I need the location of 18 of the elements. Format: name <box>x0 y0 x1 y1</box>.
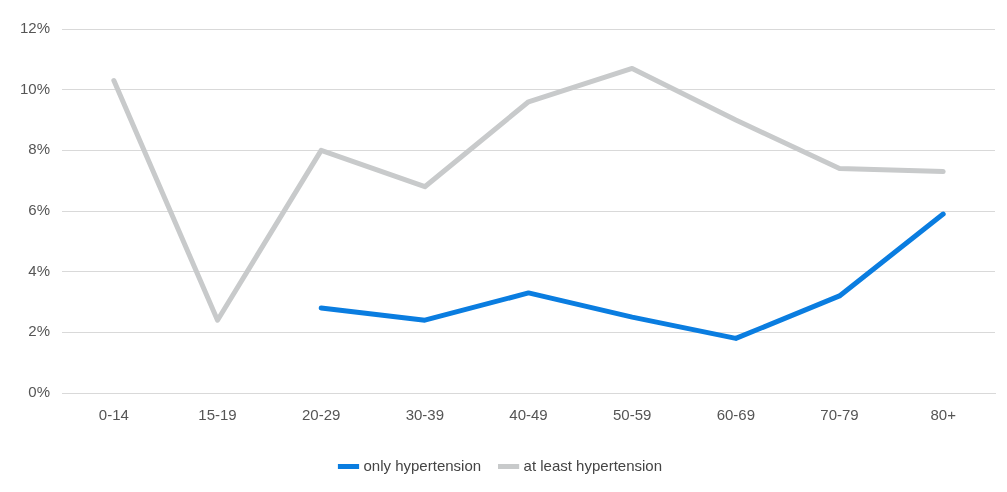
x-tick-label: 0-14 <box>98 406 129 424</box>
y-tick-label: 12% <box>19 19 51 37</box>
legend-label: at least hypertension <box>523 456 662 474</box>
legend-label: only hypertension <box>363 456 482 474</box>
x-tick-label: 40-49 <box>509 406 548 424</box>
x-tick-label: 15-19 <box>198 406 237 424</box>
y-tick-label: 0% <box>28 383 51 401</box>
x-tick-label: 20-29 <box>302 406 341 424</box>
y-tick-label: 2% <box>28 322 51 340</box>
y-tick-label: 8% <box>28 140 51 158</box>
x-tick-label: 70-79 <box>820 406 859 424</box>
y-tick-label: 10% <box>19 79 51 97</box>
y-tick-label: 6% <box>28 201 51 219</box>
y-tick-label: 4% <box>28 261 51 279</box>
x-tick-label: 30-39 <box>405 406 445 424</box>
x-tick-label: 50-59 <box>612 406 652 424</box>
x-tick-label: 80+ <box>930 406 957 424</box>
x-tick-label: 60-69 <box>716 406 756 424</box>
